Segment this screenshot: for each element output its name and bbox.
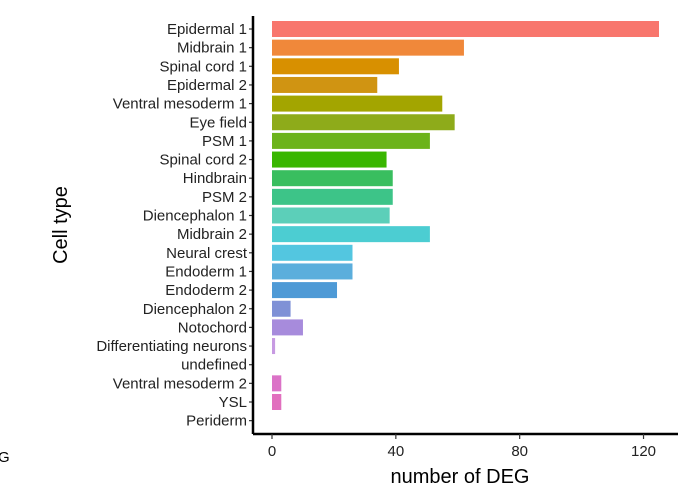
category-label: Ventral mesoderm 1 [113, 96, 247, 113]
bar [272, 226, 430, 243]
x-axis-title: number of DEG [391, 466, 530, 488]
category-label: PSM 2 [202, 189, 247, 206]
bar [272, 58, 399, 75]
x-tick-label: 40 [387, 443, 404, 460]
bar [272, 244, 353, 261]
bar [272, 263, 353, 280]
category-label: undefined [181, 357, 247, 374]
bar [272, 21, 659, 37]
edge-text-fragment: G [0, 449, 10, 466]
category-label: Endoderm 2 [165, 282, 247, 299]
category-label: Neural crest [166, 245, 248, 262]
category-label: Notochord [178, 319, 247, 336]
bar [272, 114, 455, 131]
bar [272, 394, 282, 410]
bar [272, 76, 378, 93]
bar [272, 282, 338, 299]
category-label: YSL [219, 394, 247, 411]
bar [272, 338, 276, 355]
bar [272, 151, 387, 168]
category-label: Ventral mesoderm 2 [113, 375, 247, 392]
category-label: Epidermal 2 [167, 77, 247, 94]
bars-group [272, 21, 659, 410]
x-axis-ticks: 0 40 80 120 [268, 434, 656, 460]
category-label: PSM 1 [202, 133, 247, 150]
category-label: Spinal cord 1 [159, 58, 247, 75]
y-axis-title: Cell type [50, 186, 72, 264]
category-label: Midbrain 1 [177, 40, 247, 57]
bar [272, 132, 430, 149]
category-label: Hindbrain [183, 170, 247, 187]
category-label: Differentiating neurons [96, 338, 247, 355]
bar [272, 319, 303, 336]
category-label: Diencephalon 2 [143, 301, 247, 318]
bar [272, 170, 393, 187]
category-label: Endoderm 1 [165, 263, 247, 280]
bar [272, 300, 291, 317]
category-label: Periderm [186, 413, 247, 430]
x-tick-label: 80 [511, 443, 528, 460]
category-label: Spinal cord 2 [159, 152, 247, 169]
category-label: Eye field [189, 114, 247, 131]
bar [272, 375, 282, 392]
bar [272, 39, 464, 56]
x-tick-label: 120 [631, 443, 656, 460]
category-label: Diencephalon 1 [143, 208, 247, 225]
bar [272, 188, 393, 205]
bar [272, 207, 390, 224]
category-label: Midbrain 2 [177, 226, 247, 243]
category-label: Epidermal 1 [167, 21, 247, 38]
x-tick-label: 0 [268, 443, 276, 460]
bar [272, 95, 443, 112]
